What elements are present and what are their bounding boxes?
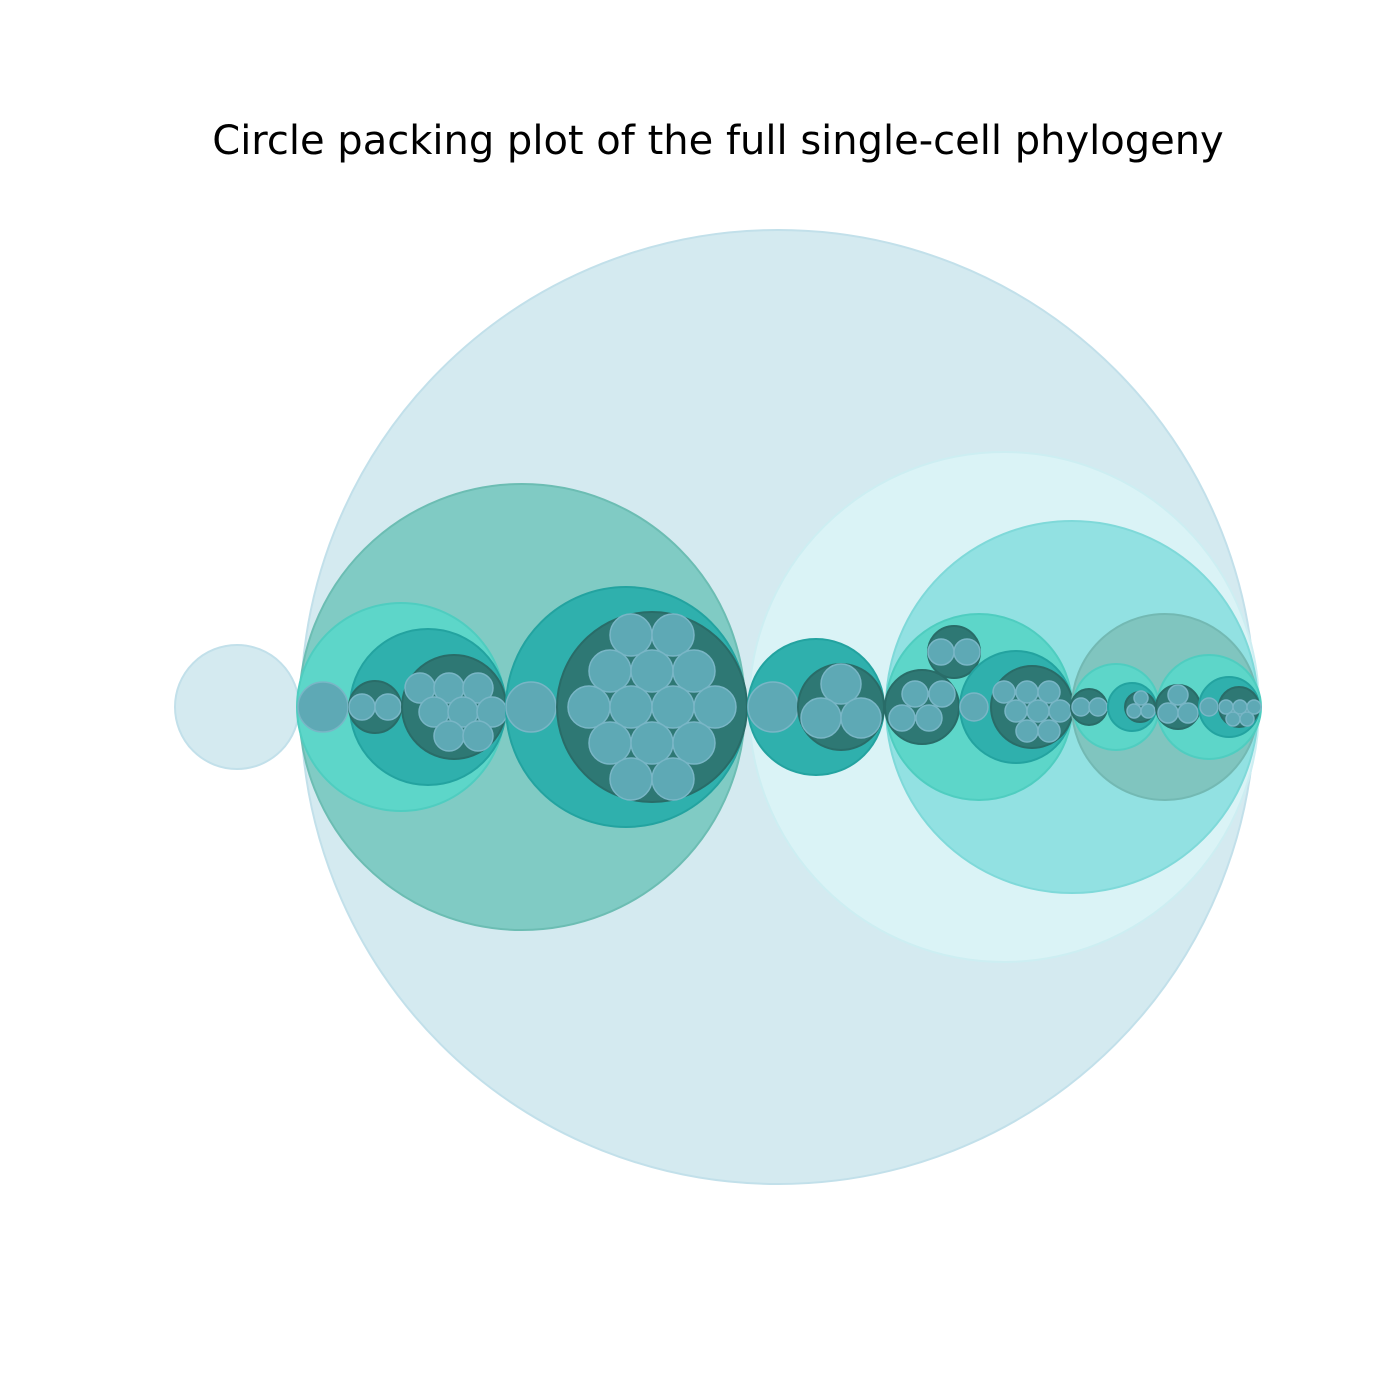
node-circle-leaf-8 — [348, 693, 376, 721]
chart-title: Circle packing plot of the full single-c… — [212, 118, 1224, 164]
node-circle-root-1 — [174, 644, 300, 770]
node-circle-leaf-86 — [1239, 711, 1255, 727]
node-circle-leaf-23 — [651, 613, 695, 657]
node-circle-leaf-20 — [505, 681, 557, 733]
node-circle-leaf-27 — [567, 685, 611, 729]
node-circle-leaf-37 — [747, 681, 799, 733]
node-circle-leaf-61 — [1015, 719, 1039, 743]
node-circle-leaf-35 — [651, 757, 695, 801]
node-circle-leaf-45 — [901, 680, 929, 708]
node-circle-leaf-62 — [1037, 719, 1061, 743]
node-circle-leaf-60 — [1048, 699, 1072, 723]
node-circle-leaf-53 — [959, 692, 989, 722]
node-circle-leaf-9 — [374, 693, 402, 721]
node-circle-leaf-22 — [609, 613, 653, 657]
node-circle-leaf-57 — [1037, 680, 1061, 704]
node-circle-leaf-50 — [927, 638, 955, 666]
node-circle-leaf-58 — [1004, 699, 1028, 723]
node-circle-leaf-47 — [888, 704, 916, 732]
node-circle-leaf-41 — [840, 697, 882, 739]
node-circle-leaf-56 — [1015, 680, 1039, 704]
node-circle-leaf-18 — [462, 720, 494, 752]
node-circle-leaf-39 — [820, 663, 862, 705]
node-circle-leaf-67 — [1088, 697, 1108, 717]
node-circle-leaf-33 — [672, 721, 716, 765]
node-circle-leaf-66 — [1071, 697, 1091, 717]
node-circle-leaf-34 — [609, 757, 653, 801]
node-circle-leaf-26 — [672, 649, 716, 693]
node-circle-leaf-30 — [693, 685, 737, 729]
node-circle-leaf-29 — [651, 685, 695, 729]
node-circle-leaf-24 — [588, 649, 632, 693]
node-circle-leaf-85 — [1225, 711, 1241, 727]
node-circle-leaf-6 — [297, 681, 349, 733]
node-circle-leaf-25 — [630, 649, 674, 693]
node-circle-leaf-32 — [630, 721, 674, 765]
node-circle-leaf-31 — [588, 721, 632, 765]
node-circle-leaf-40 — [800, 697, 842, 739]
node-circle-leaf-77 — [1157, 702, 1179, 724]
node-circle-leaf-80 — [1199, 697, 1219, 717]
node-circle-leaf-17 — [433, 720, 465, 752]
node-circle-leaf-48 — [915, 704, 943, 732]
node-circle-leaf-55 — [992, 680, 1016, 704]
node-circle-leaf-73 — [1140, 703, 1156, 719]
node-circle-leaf-51 — [953, 638, 981, 666]
node-circle-leaf-71 — [1133, 690, 1149, 706]
node-circle-leaf-78 — [1177, 702, 1199, 724]
node-circle-leaf-13 — [462, 672, 494, 704]
node-circle-leaf-76 — [1167, 684, 1189, 706]
node-circle-leaf-84 — [1246, 699, 1262, 715]
node-circle-leaf-59 — [1026, 699, 1050, 723]
node-circle-leaf-46 — [928, 680, 956, 708]
node-circle-leaf-72 — [1126, 703, 1142, 719]
node-circle-leaf-28 — [609, 685, 653, 729]
